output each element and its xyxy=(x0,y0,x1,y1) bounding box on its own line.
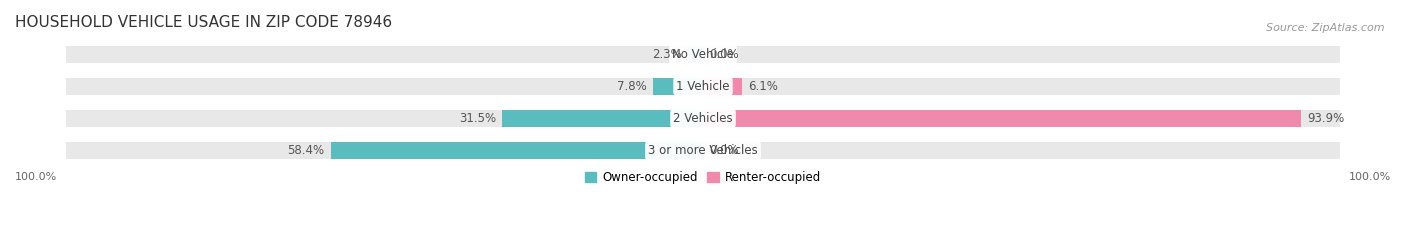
Text: 2.3%: 2.3% xyxy=(652,48,682,61)
Text: 0.0%: 0.0% xyxy=(710,144,740,157)
Text: 2 Vehicles: 2 Vehicles xyxy=(673,112,733,125)
Bar xyxy=(502,110,703,127)
Text: 7.8%: 7.8% xyxy=(617,80,647,93)
Bar xyxy=(703,110,1301,127)
Text: 0.0%: 0.0% xyxy=(710,48,740,61)
Text: 58.4%: 58.4% xyxy=(287,144,325,157)
Text: 6.1%: 6.1% xyxy=(748,80,778,93)
Bar xyxy=(330,142,703,159)
Text: Source: ZipAtlas.com: Source: ZipAtlas.com xyxy=(1267,23,1385,33)
Text: HOUSEHOLD VEHICLE USAGE IN ZIP CODE 78946: HOUSEHOLD VEHICLE USAGE IN ZIP CODE 7894… xyxy=(15,15,392,30)
Bar xyxy=(689,46,703,62)
Legend: Owner-occupied, Renter-occupied: Owner-occupied, Renter-occupied xyxy=(579,166,827,189)
Bar xyxy=(66,78,703,95)
Text: 93.9%: 93.9% xyxy=(1308,112,1344,125)
Bar xyxy=(66,142,703,159)
Bar xyxy=(703,78,1340,95)
Bar xyxy=(703,110,1340,127)
Bar xyxy=(703,46,1340,62)
Bar xyxy=(654,78,703,95)
Text: 31.5%: 31.5% xyxy=(458,112,496,125)
Text: 100.0%: 100.0% xyxy=(15,172,58,182)
Bar xyxy=(703,78,742,95)
Text: 100.0%: 100.0% xyxy=(1348,172,1391,182)
Bar xyxy=(66,110,703,127)
Bar xyxy=(703,142,1340,159)
Text: 3 or more Vehicles: 3 or more Vehicles xyxy=(648,144,758,157)
Text: No Vehicle: No Vehicle xyxy=(672,48,734,61)
Text: 1 Vehicle: 1 Vehicle xyxy=(676,80,730,93)
Bar xyxy=(66,46,703,62)
